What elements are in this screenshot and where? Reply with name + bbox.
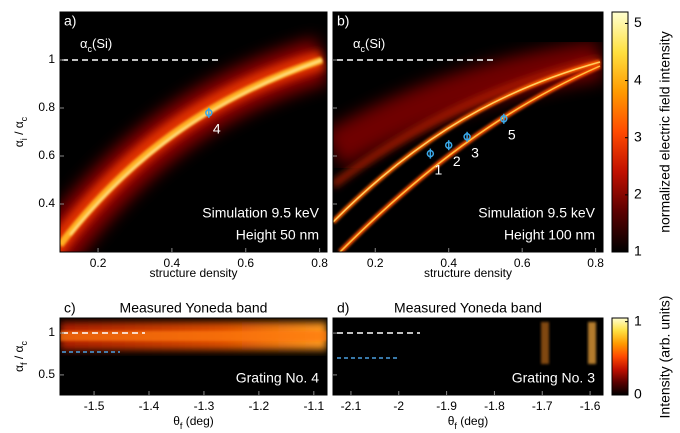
panel-label: b) <box>337 13 349 29</box>
x-tick-label: 0.2 <box>90 256 107 270</box>
point-label: 2 <box>453 153 461 169</box>
point-label: 5 <box>508 127 516 143</box>
x-tick-label: -1.8 <box>484 399 505 413</box>
x-tick-label: 0.6 <box>237 256 254 270</box>
colorbar <box>612 12 628 252</box>
y-axis-label-part: / α <box>12 121 26 138</box>
colorbar-tick-label: 2 <box>634 186 642 202</box>
x-axis-label-part: (deg) <box>182 414 213 428</box>
panel-title: Measured Yoneda band <box>120 300 268 316</box>
y-tick-label: 0.4 <box>38 196 55 210</box>
colorbar-tick-label: 5 <box>634 14 642 30</box>
y-tick-label: 0.5 <box>38 367 55 381</box>
point-label: 4 <box>213 121 221 137</box>
x-axis-label: structure density <box>149 266 237 280</box>
y-axis-label-part: c <box>19 341 29 346</box>
y-tick-label: 0.8 <box>38 100 55 114</box>
colorbar-label: normalized electric field intensity <box>657 31 673 233</box>
annotation: Simulation 9.5 keV <box>202 205 319 221</box>
panel-label: c) <box>64 300 76 316</box>
x-tick-label: 0.8 <box>311 256 328 270</box>
x-axis-label: θf (deg) <box>173 414 214 431</box>
point-label: 3 <box>471 145 479 161</box>
y-tick-label: 1 <box>48 325 55 339</box>
x-tick-label: -2 <box>393 399 404 413</box>
panel-title: Measured Yoneda band <box>394 300 542 316</box>
y-axis-label-part: α <box>12 365 26 372</box>
critical-angle-label-part: (Si) <box>365 36 385 51</box>
y-axis-label: αi / αc <box>12 116 29 147</box>
point-label: 1 <box>434 161 442 177</box>
y-axis-label-part: c <box>19 116 29 121</box>
x-tick-label: 0.8 <box>587 256 604 270</box>
x-tick-label: 0.6 <box>514 256 531 270</box>
x-tick-label: -1.1 <box>303 399 324 413</box>
y-axis-label-part: / α <box>12 345 26 362</box>
colorbar-tick-label: 4 <box>634 71 642 87</box>
x-tick-label: -1.6 <box>580 399 601 413</box>
annotation: Height 50 nm <box>236 227 319 243</box>
x-tick-label: 0.2 <box>367 256 384 270</box>
colorbar-tick-label: 0 <box>634 386 642 402</box>
x-axis-label: θf (deg) <box>448 414 489 431</box>
colorbar-tick-label: 1 <box>634 312 642 328</box>
colorbar-tick-label: 3 <box>634 128 642 144</box>
annotation: Height 100 nm <box>504 227 595 243</box>
panel-label: d) <box>337 300 349 316</box>
figure: 0.20.40.60.80.40.60.81structure densityα… <box>0 0 680 433</box>
x-tick-label: -1.2 <box>249 399 270 413</box>
x-axis-label-part: structure density <box>149 266 237 280</box>
x-axis-label-part: (deg) <box>457 414 488 428</box>
annotation: Simulation 9.5 keV <box>478 205 595 221</box>
x-tick-label: -1.3 <box>194 399 215 413</box>
colorbar-label: Intensity (arb. units) <box>657 296 673 419</box>
x-tick-label: -1.7 <box>532 399 553 413</box>
y-tick-label: 0.6 <box>38 148 55 162</box>
x-axis-label-part: structure density <box>424 266 512 280</box>
y-axis-label: αf / αc <box>12 341 29 372</box>
x-tick-label: -2.1 <box>341 399 362 413</box>
x-tick-label: -1.9 <box>436 399 457 413</box>
y-tick-label: 1 <box>48 52 55 66</box>
x-tick-label: -1.5 <box>84 399 105 413</box>
annotation: Grating No. 3 <box>512 370 595 386</box>
colorbar <box>612 318 628 395</box>
annotation: Grating No. 4 <box>236 370 319 386</box>
colorbar-tick-label: 1 <box>634 243 642 259</box>
x-tick-label: -1.4 <box>139 399 160 413</box>
critical-angle-label-part: (Si) <box>92 36 112 51</box>
x-axis-label: structure density <box>424 266 512 280</box>
panel-label: a) <box>64 13 76 29</box>
